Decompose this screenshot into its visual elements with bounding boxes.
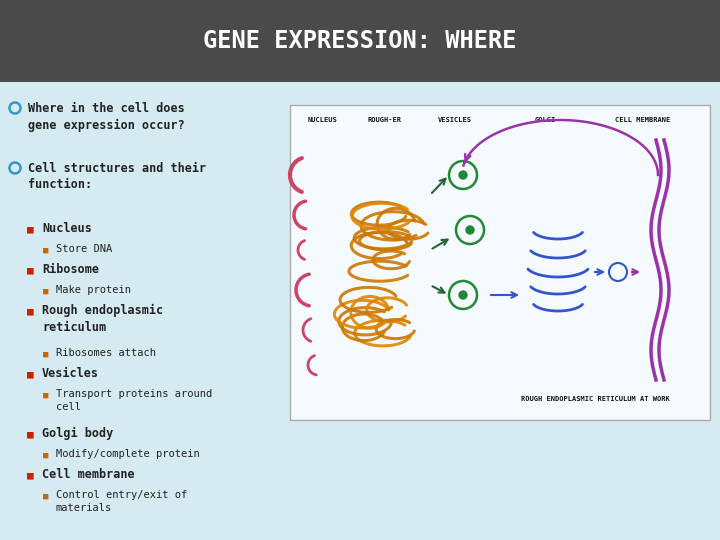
- Text: Cell structures and their
function:: Cell structures and their function:: [28, 162, 206, 192]
- Text: ■: ■: [43, 246, 49, 255]
- Text: ■: ■: [27, 470, 33, 480]
- Text: Nucleus: Nucleus: [42, 222, 92, 235]
- Text: ROUGH ENDOPLASMIC RETICULUM AT WORK: ROUGH ENDOPLASMIC RETICULUM AT WORK: [521, 396, 670, 402]
- Text: GENE EXPRESSION: WHERE: GENE EXPRESSION: WHERE: [203, 29, 517, 53]
- Circle shape: [459, 171, 467, 179]
- Text: ■: ■: [27, 265, 33, 275]
- Text: CELL MEMBRANE: CELL MEMBRANE: [616, 117, 670, 123]
- Text: Cell membrane: Cell membrane: [42, 468, 135, 481]
- Text: Store DNA: Store DNA: [56, 244, 112, 254]
- Text: Ribosome: Ribosome: [42, 263, 99, 276]
- Text: Ribosomes attach: Ribosomes attach: [56, 348, 156, 358]
- Text: ■: ■: [43, 350, 49, 359]
- Text: Modify/complete protein: Modify/complete protein: [56, 449, 199, 459]
- Text: Where in the cell does
gene expression occur?: Where in the cell does gene expression o…: [28, 102, 185, 132]
- Text: Transport proteins around
cell: Transport proteins around cell: [56, 389, 212, 412]
- Text: GOLGI: GOLGI: [534, 117, 556, 123]
- Text: Golgi body: Golgi body: [42, 427, 113, 440]
- Text: ■: ■: [27, 306, 33, 316]
- Text: Control entry/exit of
materials: Control entry/exit of materials: [56, 490, 187, 513]
- Text: ■: ■: [27, 224, 33, 234]
- Circle shape: [459, 291, 467, 299]
- Text: ■: ■: [43, 287, 49, 296]
- Circle shape: [466, 226, 474, 234]
- Text: VESICLES: VESICLES: [438, 117, 472, 123]
- Text: ROUGH-ER: ROUGH-ER: [368, 117, 402, 123]
- Text: Make protein: Make protein: [56, 285, 131, 295]
- Bar: [290, 105, 710, 420]
- Text: Rough endoplasmic
reticulum: Rough endoplasmic reticulum: [42, 304, 163, 334]
- Text: ■: ■: [27, 429, 33, 439]
- Text: Vesicles: Vesicles: [42, 367, 99, 380]
- Text: ■: ■: [27, 369, 33, 379]
- Text: ■: ■: [43, 391, 49, 400]
- Text: NUCLEUS: NUCLEUS: [307, 117, 337, 123]
- Text: ■: ■: [43, 492, 49, 501]
- Text: ■: ■: [43, 451, 49, 460]
- Bar: [0, 0, 720, 82]
